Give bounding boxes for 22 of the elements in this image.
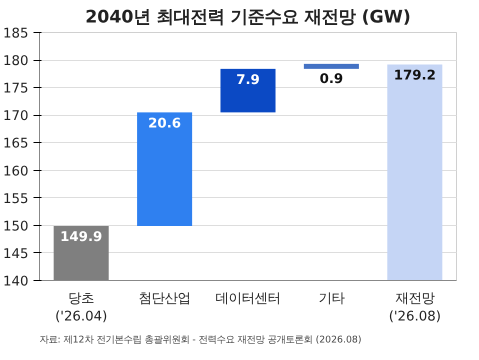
y-tick-label: 150: [3, 219, 29, 234]
x-tick-label: 기타: [318, 292, 344, 306]
y-tick-label: 160: [3, 164, 29, 180]
x-tick-label: 첨단산업: [138, 292, 191, 306]
x-tick-label: 데이터센터: [216, 292, 280, 306]
data-label: 0.9: [320, 72, 344, 87]
data-label: 7.9: [236, 72, 260, 88]
y-tick-label: 140: [3, 274, 29, 290]
y-tick-label: 170: [3, 109, 29, 124]
y-tick-label: 175: [3, 82, 29, 97]
x-tick-label: 당초 ('26.04): [55, 292, 108, 324]
y-tick-label: 145: [3, 246, 29, 262]
data-label: 149.9: [60, 230, 102, 245]
y-tick-label: 165: [3, 136, 29, 152]
data-label: 20.6: [148, 116, 182, 132]
data-label: 179.2: [394, 68, 436, 84]
x-tick-label: 재전망 ('26.08): [388, 292, 441, 324]
y-tick-label: 155: [3, 192, 29, 207]
y-tick-label: 180: [3, 54, 29, 70]
y-tick-label: 185: [3, 26, 29, 42]
text: 자료: 제12차 전기본수립 총괄위원회 - 전력수요 재전망 공개토론회 (2026.08): [40, 334, 362, 346]
chart-title: 2040년 최대전력 기준수요 재전망 (GW): [85, 8, 411, 28]
